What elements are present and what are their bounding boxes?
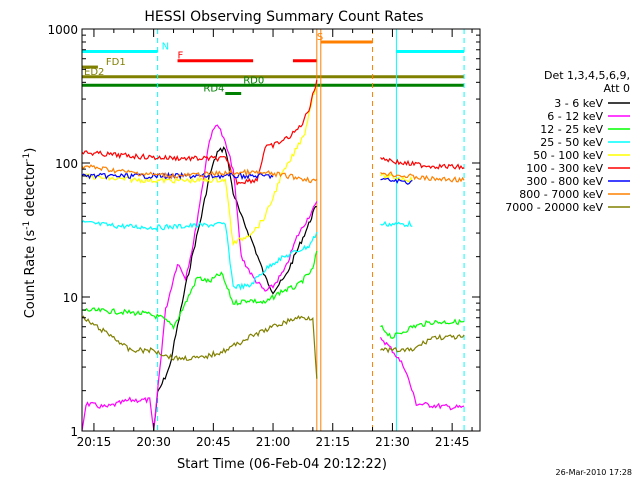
legend-label-6-12-kev: 6 - 12 keV	[547, 110, 603, 123]
flag-label-ed2: ED2	[84, 67, 104, 78]
x-axis-ticks: 20:15 20:30 20:45 21:00 21:15 21:30 21:45	[77, 29, 473, 449]
chart-title: HESSI Observing Summary Count Rates	[144, 9, 423, 25]
legend-label-100-300-kev: 100 - 300 keV	[526, 162, 603, 175]
y-tick-label-100: 100	[55, 157, 78, 171]
series-line-25-50-kev	[82, 221, 464, 289]
flag-label-rd0: RD0	[243, 75, 264, 86]
legend-label-50-100-kev: 50 - 100 keV	[533, 149, 603, 162]
x-tick-label-21-00: 21:00	[256, 435, 291, 449]
legend-label-7000-20000-kev: 7000 - 20000 keV	[505, 201, 603, 214]
legend-title-line1: Det 1,3,4,5,6,9,	[544, 69, 630, 82]
x-tick-label-20-15: 20:15	[77, 435, 112, 449]
x-tick-label-20-45: 20:45	[196, 435, 231, 449]
plot-frame	[81, 28, 481, 432]
flag-label-rd4: RD4	[203, 84, 224, 95]
legend-label-800-7000-kev: 800 - 7000 keV	[519, 188, 603, 201]
legend-label-12-25-kev: 12 - 25 keV	[540, 123, 603, 136]
y-axis-label: Count Rate (s-1 detector-1)	[22, 148, 38, 319]
x-tick-label-21-15: 21:15	[315, 435, 350, 449]
y-tick-label-10: 10	[63, 291, 78, 305]
series-line-12-25-kev	[81, 250, 465, 339]
series-line-50-100-kev	[82, 87, 464, 244]
y-tick-label-1: 1	[70, 425, 78, 439]
footer-date: 26-Mar-2010 17:28	[556, 468, 633, 477]
x-tick-label-21-45: 21:45	[435, 435, 470, 449]
legend-title-line2: Att 0	[604, 82, 630, 95]
y-axis-ticks: 1 10 100 1000	[47, 23, 480, 439]
x-axis-label: Start Time (06-Feb-04 20:12:22)	[177, 457, 387, 472]
legend-label-300-800-kev: 300 - 800 keV	[526, 175, 603, 188]
series-line-100-300-kev	[81, 79, 465, 186]
flag-label-f: F	[178, 51, 184, 62]
flag-label-fd1: FD1	[106, 57, 126, 68]
legend-label-3-6-kev: 3 - 6 keV	[554, 97, 603, 110]
flag-label-n: N	[162, 41, 169, 52]
series-line-3-6-kev	[153, 146, 317, 432]
x-tick-label-20-30: 20:30	[136, 435, 171, 449]
series-line-800-7000-kev	[81, 164, 465, 184]
legend-label-25-50-kev: 25 - 50 keV	[540, 136, 603, 149]
series-line-7000-20000-kev	[81, 315, 465, 379]
x-tick-label-21-30: 21:30	[375, 435, 410, 449]
flag-label-s: S	[317, 32, 323, 43]
vertical-markers	[157, 29, 465, 431]
series-lines	[81, 79, 465, 432]
y-tick-label-1000: 1000	[47, 23, 78, 37]
series-line-6-12-kev	[81, 124, 465, 432]
